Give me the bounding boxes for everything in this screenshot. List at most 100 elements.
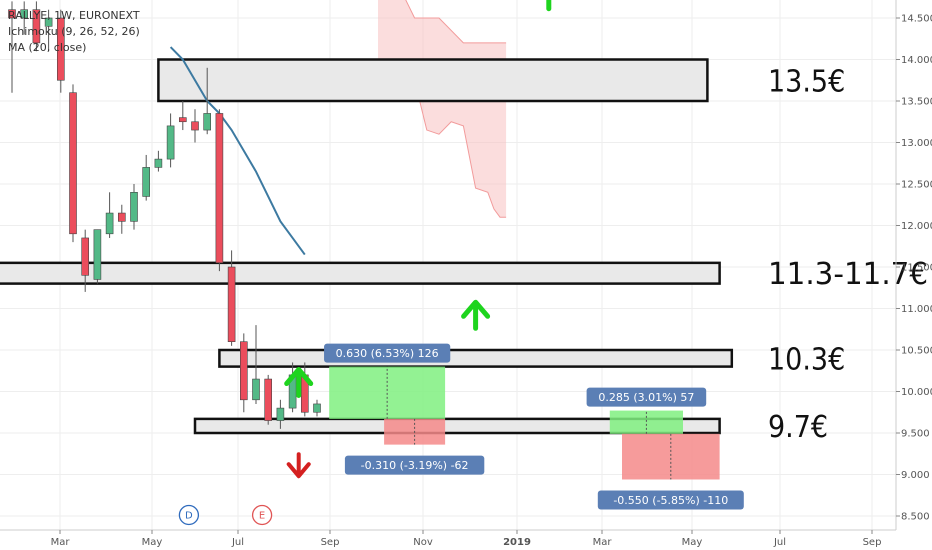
candle-body [276, 407, 285, 421]
event-marker[interactable]: D [178, 504, 200, 526]
measurement-tag[interactable]: -0.310 (-3.19%) -62 [344, 455, 485, 475]
event-circle [178, 504, 200, 526]
arrow-down-icon [286, 452, 311, 479]
ichimoku-cloud [378, 0, 507, 218]
candle-body [69, 92, 77, 235]
candle[interactable] [44, 9, 53, 52]
candle[interactable] [93, 229, 102, 284]
candle-body [264, 378, 273, 421]
candle[interactable] [105, 192, 114, 238]
y-axis-tick-label: 12.500 [901, 180, 932, 191]
event-marker[interactable]: E [251, 504, 273, 526]
support-resistance-zone[interactable] [0, 261, 721, 285]
arrow-up-icon [461, 299, 491, 331]
x-axis-tick-label: Sep [321, 537, 340, 548]
x-axis-tick-label: May [142, 537, 163, 548]
candle[interactable] [118, 204, 126, 234]
candle-body [142, 167, 150, 197]
legend-ma[interactable]: MA (20, close) [8, 41, 87, 54]
support-resistance-zone[interactable] [218, 348, 734, 368]
candle[interactable] [288, 362, 297, 413]
candle-body [118, 212, 126, 222]
chart-legend: RALLYE, 1W, EURONEXT Ichimoku (9, 26, 52… [8, 8, 140, 56]
candle[interactable] [313, 399, 321, 417]
support-resistance-zone[interactable] [157, 58, 709, 103]
legend-ichimoku[interactable]: Ichimoku (9, 26, 52, 26) [8, 25, 140, 38]
measurement-tag-text: -0.310 (-3.19%) -62 [361, 459, 469, 472]
arrow-up-icon [546, 0, 552, 12]
arrow-up-icon [284, 367, 314, 399]
candle-body [252, 378, 260, 401]
x-axis-tick-label: Nov [413, 537, 433, 548]
y-axis-tick-label: 8.500 [901, 512, 930, 523]
candle[interactable] [240, 333, 248, 413]
measurement-tag[interactable]: -0.550 (-5.85%) -110 [597, 490, 744, 510]
candles [8, 1, 321, 429]
candle[interactable] [179, 101, 187, 131]
candle[interactable] [142, 154, 150, 201]
measurement-box[interactable] [622, 433, 720, 480]
y-axis-tick-label: 13.000 [901, 138, 932, 149]
measurement-tag-bg [586, 387, 707, 407]
x-axis: Mar May Jul Sep Nov 2019 Mar May Jul Sep [0, 529, 896, 548]
y-axis-tick-label: 9.500 [901, 429, 930, 440]
measurement-tag[interactable]: 0.630 (6.53%) 126 [324, 343, 451, 363]
y-axis-tick-label: 11.500 [901, 263, 932, 274]
y-axis-tick-label: 9.000 [901, 470, 930, 481]
measurement-box[interactable] [609, 410, 683, 434]
measurement-tag[interactable]: 0.285 (3.01%) 57 [586, 387, 707, 407]
candle[interactable] [56, 9, 65, 93]
candle[interactable] [166, 113, 175, 168]
candle-body [44, 17, 53, 27]
candle-body [56, 17, 65, 81]
candle-body [215, 113, 224, 264]
candle[interactable] [264, 374, 273, 425]
y-axis-tick-label: 13.500 [901, 97, 932, 108]
candle[interactable] [215, 109, 224, 272]
candle-body [191, 121, 199, 131]
candle[interactable] [203, 67, 211, 135]
x-axis-tick-label: May [682, 537, 703, 548]
candle[interactable] [154, 150, 163, 172]
candle-body [227, 266, 236, 342]
x-axis-tick-label: Sep [863, 537, 882, 548]
moving-average-line[interactable] [169, 46, 306, 256]
zone-price-label: 10.3€ [768, 342, 845, 377]
candle[interactable] [8, 1, 16, 93]
zone-price-label: 11.3-11.7€ [768, 257, 928, 292]
y-axis: 8.500 9.000 9.500 10.000 10.500 11.000 11.500 1… [895, 0, 932, 530]
y-axis-tick-label: 10.000 [901, 387, 932, 398]
candle-body [81, 237, 89, 276]
candle-body [20, 9, 29, 19]
candle[interactable] [32, 1, 41, 52]
ichimoku-cloud-upper-edge [405, 0, 507, 44]
candle[interactable] [276, 399, 285, 429]
candle-body [8, 9, 16, 19]
zone-price-label: 9.7€ [768, 410, 828, 445]
candle[interactable] [130, 184, 138, 230]
x-axis-tick-label: Mar [51, 537, 71, 548]
measurement-tag-text: 0.630 (6.53%) 126 [336, 347, 439, 360]
measurement-tag-text: 0.285 (3.01%) 57 [598, 391, 694, 404]
x-axis-tick-label: 2019 [503, 537, 531, 548]
candle-body [313, 403, 321, 413]
candle[interactable] [81, 229, 89, 292]
legend-symbol[interactable]: RALLYE, 1W, EURONEXT [8, 9, 140, 22]
candle[interactable] [227, 250, 236, 346]
y-axis-tick-label: 14.500 [901, 14, 932, 25]
candle-body [203, 113, 211, 131]
candle-body [105, 212, 114, 235]
candle[interactable] [191, 109, 199, 143]
candle[interactable] [69, 84, 77, 243]
candle[interactable] [252, 325, 260, 404]
zone-price-label: 13.5€ [768, 64, 845, 99]
candle[interactable] [20, 1, 29, 35]
y-axis-tick-label: 11.000 [901, 304, 932, 315]
candle-body [179, 117, 187, 123]
event-letter: D [185, 511, 193, 522]
support-resistance-zone[interactable] [193, 417, 721, 435]
candle-body [166, 125, 175, 160]
measurement-tag-text: -0.550 (-5.85%) -110 [613, 494, 728, 507]
candle-body [32, 9, 41, 44]
